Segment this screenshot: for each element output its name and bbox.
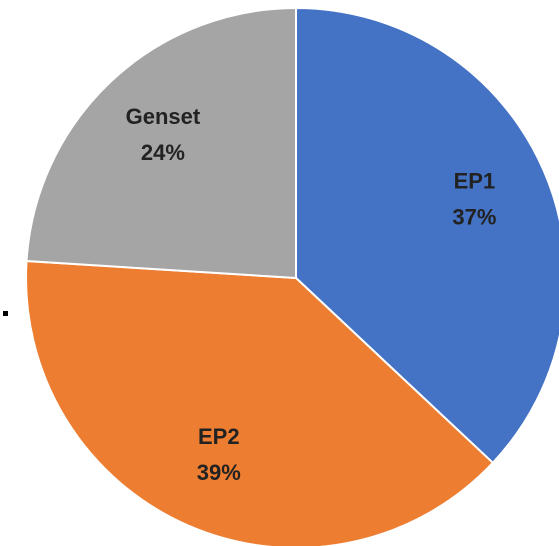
slice-value-label: 24% [141, 140, 185, 165]
slice-category-label: EP2 [198, 424, 240, 449]
pie-slice [25, 6, 297, 280]
slice-category-label: EP1 [454, 169, 496, 194]
pie-slice [25, 259, 495, 546]
pie-slice [295, 6, 559, 465]
marker [3, 311, 8, 316]
slice-value-label: 37% [452, 205, 496, 230]
slice-value-label: 39% [197, 460, 241, 485]
slice-category-label: Genset [126, 104, 201, 129]
